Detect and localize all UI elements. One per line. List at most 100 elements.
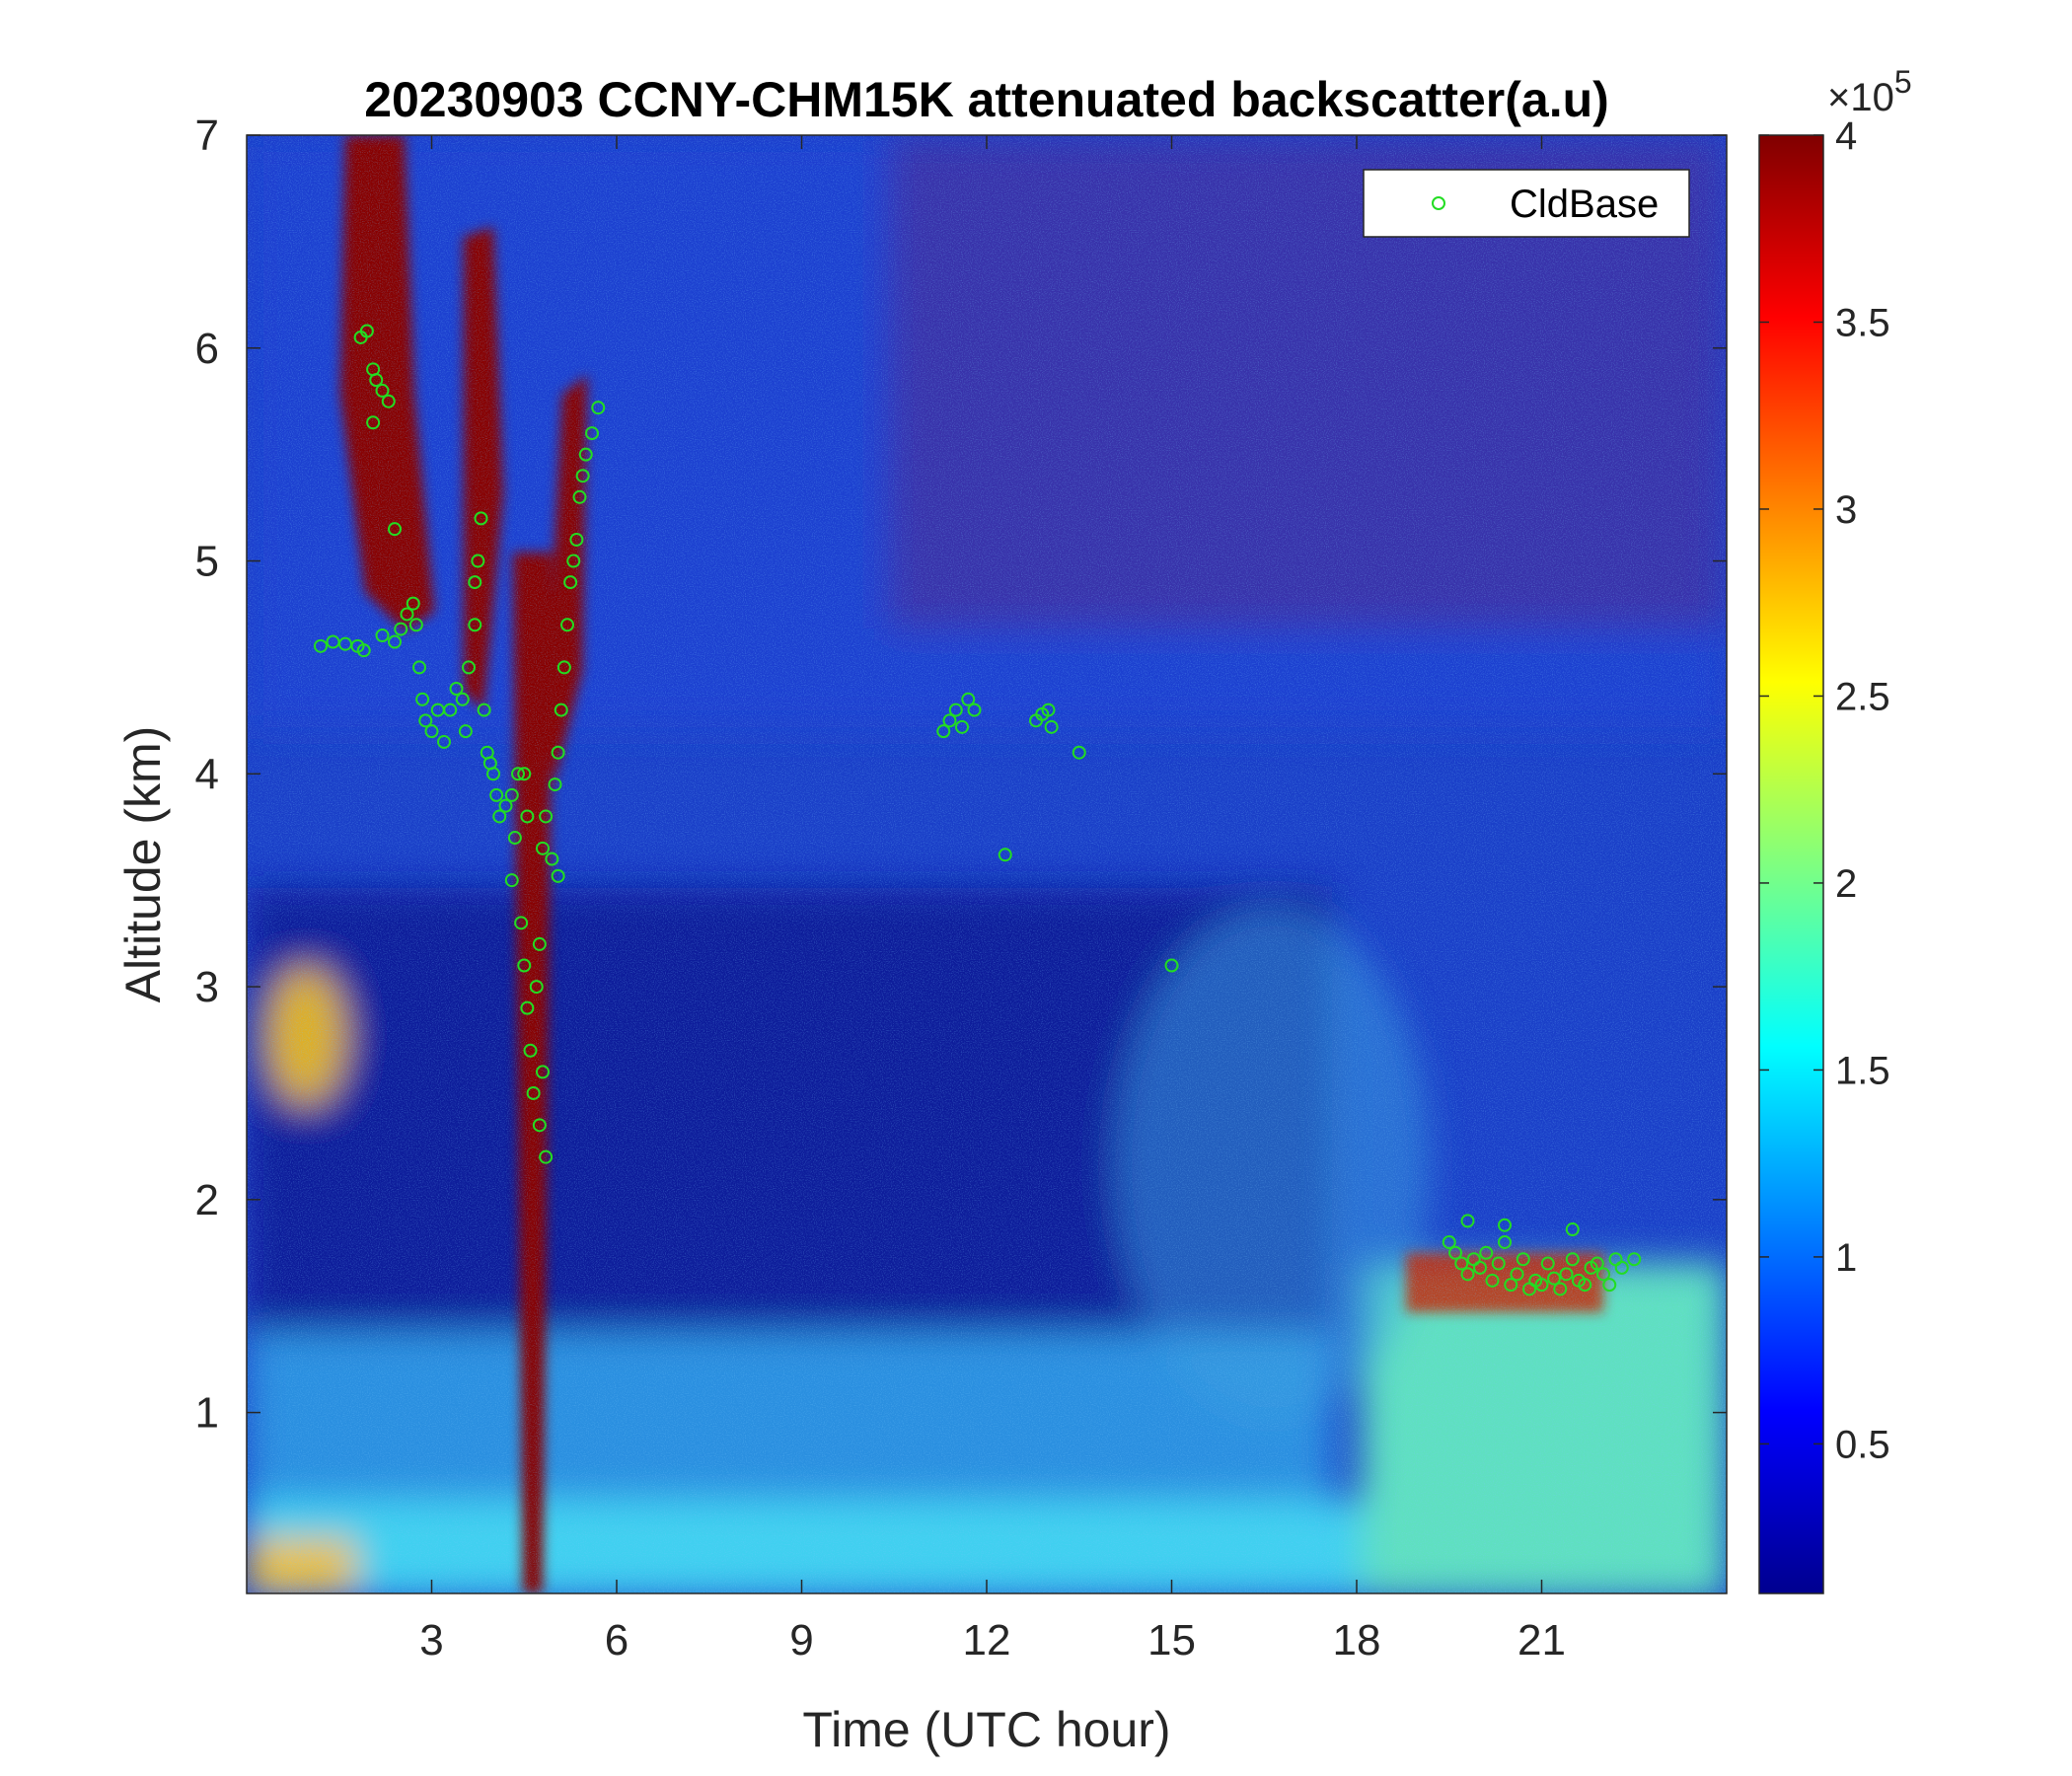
cldbase-point (1627, 1252, 1642, 1267)
x-axis-ticks: 3 6 9 12 15 18 21 (419, 135, 1566, 1665)
cldbase-point (412, 660, 426, 675)
cldbase-point (408, 618, 423, 632)
cldbase-point (1559, 1267, 1574, 1282)
cldbase-point (1454, 1256, 1469, 1271)
colorbar-tick-label: 2.5 (1835, 675, 1890, 718)
cldbase-point (314, 638, 328, 653)
cldbase-point (400, 607, 414, 622)
cldbase-point (415, 692, 430, 706)
x-tick-label: 6 (605, 1616, 629, 1665)
y-tick-label: 7 (195, 111, 219, 160)
cldbase-point (563, 575, 578, 590)
cldbase-point (536, 841, 550, 855)
cldbase-point (545, 851, 559, 866)
legend-box (1363, 169, 1690, 238)
y-axis-label: Altitude (km) (115, 726, 171, 1003)
cldbase-point (458, 724, 473, 739)
x-tick-label: 15 (1147, 1616, 1196, 1665)
cldbase-point (449, 681, 464, 696)
cldbase-point (1044, 719, 1059, 734)
cldbase-point (498, 798, 513, 813)
cldbase-point (1442, 1234, 1456, 1249)
cldbase-point (942, 713, 957, 728)
heatmap-noise (247, 135, 1727, 1593)
cldbase-point (394, 622, 408, 636)
cldbase-point (539, 1149, 554, 1164)
legend-marker-cldbase (1432, 196, 1445, 210)
colorbar-gradient (1758, 134, 1824, 1594)
cldbase-point (424, 724, 439, 739)
cldbase-point (437, 734, 451, 749)
cldbase-point (566, 554, 581, 568)
cldbase-point (1479, 1245, 1494, 1260)
x-tick-label: 3 (419, 1616, 443, 1665)
cldbase-point (443, 703, 458, 717)
colorbar: 0.5 1 1.5 2 2.5 3 3.5 4 ×105 (1758, 64, 1912, 1594)
cldbase-point (1485, 1273, 1500, 1288)
colorbar-exponent: ×105 (1827, 64, 1912, 119)
x-tick-label: 12 (963, 1616, 1011, 1665)
cldbase-point (967, 703, 982, 717)
legend-label-cldbase: CldBase (1510, 183, 1659, 226)
colorbar-tick-label: 3.5 (1835, 301, 1890, 344)
cldbase-point (462, 660, 476, 675)
cldbase-point (511, 767, 525, 781)
cldbase-point (468, 575, 482, 590)
cldbase-point (526, 1085, 541, 1100)
cldbase-point (1516, 1252, 1530, 1267)
cldbase-point (517, 958, 532, 973)
cldbase-point (1473, 1260, 1487, 1275)
cldbase-point (477, 703, 491, 717)
cldbase-point (585, 426, 599, 441)
cldbase-point (1072, 745, 1086, 760)
cldbase-point (1041, 703, 1056, 717)
colorbar-tick-label: 1.5 (1835, 1049, 1890, 1092)
cldbase-point (536, 1065, 550, 1079)
cldbase-point (1510, 1267, 1524, 1282)
cldbase-point (1547, 1271, 1561, 1286)
cldbase-point (529, 980, 544, 995)
cldbase-point (468, 618, 482, 632)
cldbase-point (1602, 1278, 1617, 1293)
colorbar-tick-label: 0.5 (1835, 1423, 1890, 1466)
cldbase-point (359, 324, 374, 338)
colorbar-exponent-power: 5 (1894, 64, 1912, 100)
cldbase-point (1565, 1252, 1580, 1267)
colorbar-exponent-base: ×10 (1827, 76, 1894, 119)
cldbase-point (369, 373, 384, 388)
cldbase-point (1553, 1282, 1568, 1296)
cldbase-point (471, 554, 485, 568)
cldbase-point (936, 724, 951, 739)
cldbase-point (575, 469, 590, 483)
cldbase-point (948, 703, 963, 717)
y-tick-label: 6 (195, 325, 219, 373)
cldbase-point (1460, 1267, 1475, 1282)
cldbase-point (1578, 1278, 1592, 1293)
cldbase-point (375, 629, 390, 643)
cldbase-point (998, 848, 1012, 862)
cldbase-point (356, 643, 371, 658)
cldbase-point (1498, 1218, 1512, 1232)
cldbase-point (1448, 1245, 1462, 1260)
x-axis-label: Time (UTC hour) (802, 1702, 1170, 1757)
colorbar-tick-label: 1 (1835, 1236, 1857, 1280)
cldbase-point (569, 532, 584, 547)
colorbar-tick-label: 2 (1835, 862, 1857, 906)
cldbase-point (492, 809, 507, 824)
cldbase-point (1565, 1222, 1580, 1237)
cldbase-scatter (314, 324, 1642, 1296)
x-tick-label: 18 (1333, 1616, 1381, 1665)
cldbase-point (532, 1118, 547, 1133)
chart-title: 20230903 CCNY-CHM15K attenuated backscat… (364, 72, 1609, 127)
cldbase-point (591, 401, 606, 415)
x-tick-label: 21 (1517, 1616, 1566, 1665)
cldbase-point (514, 916, 529, 930)
cldbase-point (560, 618, 574, 632)
cldbase-point (523, 1043, 538, 1058)
cldbase-point (556, 660, 571, 675)
cldbase-point (572, 489, 587, 504)
cldbase-point (578, 447, 593, 462)
cldbase-point (366, 415, 381, 430)
cldbase-point (1596, 1267, 1610, 1282)
cldbase-point (517, 767, 532, 781)
